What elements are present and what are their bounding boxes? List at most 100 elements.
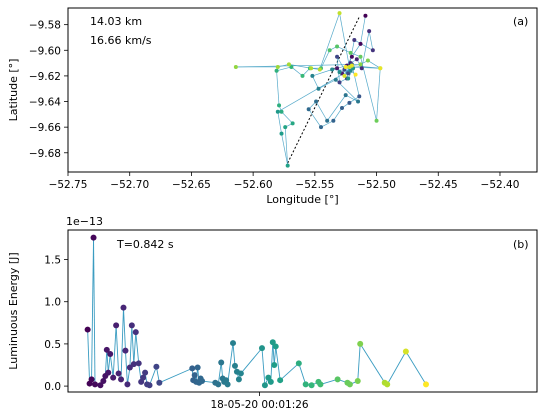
energy-point (302, 381, 309, 388)
map-point (348, 68, 353, 73)
panel-b-frame (67, 229, 538, 393)
energy-point (126, 364, 133, 371)
energy-point (334, 376, 341, 383)
map-point (353, 72, 358, 77)
energy-line-segment (359, 343, 386, 383)
map-point (285, 163, 290, 168)
energy-point (142, 369, 149, 376)
energy-point (88, 376, 95, 383)
map-point (367, 29, 372, 34)
energy-point (258, 345, 265, 352)
energy-point (215, 381, 222, 388)
y-tick-label: 1.5 (44, 255, 61, 267)
map-path-segment (315, 101, 328, 121)
panel-b-points (84, 234, 430, 389)
energy-line-segment (227, 343, 234, 385)
energy-point (92, 381, 99, 388)
energy-point (130, 361, 137, 368)
map-point (333, 77, 338, 82)
panel-a-distance-annotation: 14.03 km (90, 15, 142, 28)
energy-line-segment (298, 363, 307, 385)
map-point (316, 86, 321, 91)
energy-point (153, 363, 160, 370)
energy-point (120, 304, 127, 311)
x-tick-label: −52.50 (357, 179, 396, 191)
map-path-segment (277, 67, 354, 113)
energy-point (224, 381, 231, 388)
map-point (300, 73, 305, 78)
map-path-segment (333, 107, 343, 121)
map-path-segment (284, 127, 289, 166)
map-path-segment (367, 60, 381, 69)
map-path-segment (277, 111, 282, 134)
map-path-segment (368, 30, 374, 51)
map-point (233, 64, 238, 69)
map-path-segment (312, 75, 319, 89)
energy-point (132, 329, 139, 336)
map-point (289, 64, 294, 69)
y-tick-label: −9.68 (29, 148, 61, 160)
energy-point (110, 374, 117, 381)
map-point (343, 64, 348, 69)
map-point (343, 93, 348, 98)
energy-line-segment (115, 325, 120, 374)
panel-a-speed-annotation: 16.66 km/s (90, 34, 152, 47)
energy-line-segment (120, 307, 124, 380)
energy-line-segment (386, 351, 407, 385)
map-point (319, 125, 324, 130)
panel-b-offset-text: 1e−13 (66, 215, 103, 228)
energy-line-segment (109, 353, 114, 378)
map-path-segment (312, 69, 333, 77)
energy-line-segment (275, 346, 281, 381)
x-tick-label: −52.55 (295, 179, 334, 191)
map-point (365, 58, 370, 63)
panel-a-map: −52.75 −52.70 −52.65 −52.60 −52.55 −52.50 −52.… (7, 7, 538, 206)
map-point (342, 73, 347, 78)
map-path-segment (326, 94, 346, 121)
map-point (347, 100, 352, 105)
x-tick-label: −52.65 (172, 179, 211, 191)
energy-line-segment (125, 350, 128, 385)
energy-point (230, 340, 237, 347)
energy-point (156, 379, 163, 386)
x-tick-label: 18-05-20 00:01:26 (210, 399, 308, 411)
energy-point (189, 365, 196, 372)
panel-a-xlabel: Longitude [°] (266, 193, 338, 206)
energy-line-segment (123, 307, 126, 351)
map-path-segment (288, 64, 312, 69)
energy-line-segment (87, 329, 91, 384)
energy-line-segment (93, 237, 96, 385)
map-point (335, 44, 340, 49)
map-point (363, 13, 368, 18)
x-tick-label: −52.75 (49, 179, 88, 191)
y-tick-label: −9.58 (29, 20, 61, 32)
map-path-segment (281, 111, 293, 124)
map-point (370, 48, 375, 53)
panel-b-label: (b) (513, 238, 529, 251)
y-tick-label: 1.0 (44, 297, 61, 309)
panel-a-frame (67, 7, 538, 173)
energy-point (199, 378, 206, 385)
energy-line-segment (107, 353, 111, 373)
energy-point (105, 369, 112, 376)
panel-a-points (233, 11, 383, 168)
energy-point (271, 362, 278, 368)
map-path-segment (336, 56, 345, 70)
map-point (335, 54, 340, 59)
energy-point (122, 347, 129, 354)
map-path-segment (351, 43, 361, 57)
energy-line-segment (217, 362, 222, 385)
energy-point (124, 381, 131, 388)
panel-a-path-lines (235, 13, 381, 166)
map-point (277, 103, 282, 108)
map-path-segment (360, 15, 366, 44)
energy-line-segment (159, 367, 193, 384)
x-tick-label: −52.40 (481, 179, 520, 191)
energy-line-segment (135, 332, 140, 364)
energy-point (269, 339, 276, 346)
map-point (314, 99, 319, 104)
panel-a-label: (a) (513, 15, 528, 28)
map-path-segment (319, 13, 340, 70)
x-tick-label: −52.45 (419, 179, 458, 191)
